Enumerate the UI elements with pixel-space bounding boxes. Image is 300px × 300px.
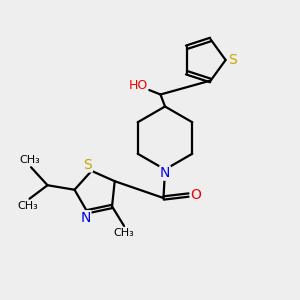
Text: CH₃: CH₃ (18, 201, 38, 211)
Text: CH₃: CH₃ (19, 155, 40, 165)
Text: CH₃: CH₃ (114, 228, 134, 238)
Text: S: S (83, 158, 92, 172)
Text: S: S (228, 53, 237, 67)
Text: HO: HO (128, 79, 148, 92)
Text: N: N (80, 211, 91, 225)
Text: O: O (190, 188, 201, 202)
Text: N: N (160, 166, 170, 180)
